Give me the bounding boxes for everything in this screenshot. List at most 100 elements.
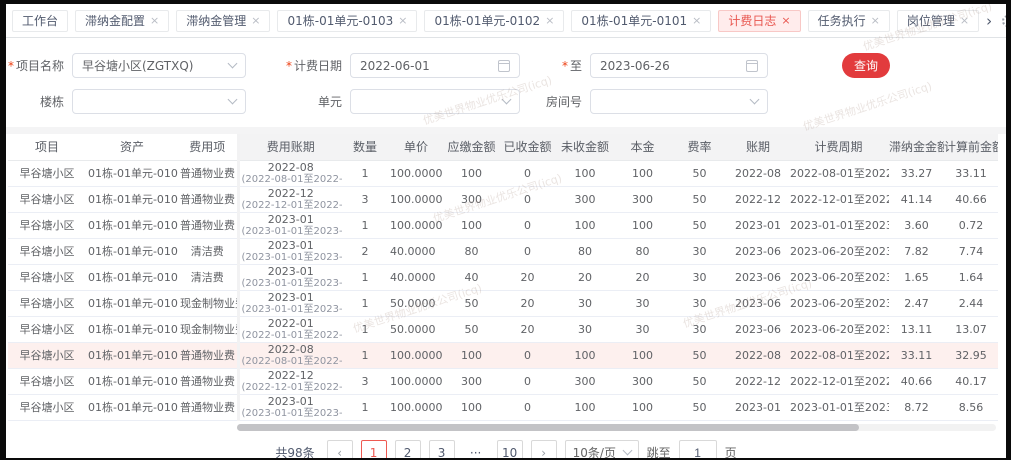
tab-label: 岗位管理 xyxy=(906,14,955,28)
cell-qty: 1 xyxy=(342,342,388,369)
billing-date-end-input[interactable]: 2023-06-26 xyxy=(590,53,768,78)
tab-close-icon[interactable]: × xyxy=(251,14,261,27)
tab-close-icon[interactable]: × xyxy=(781,14,791,27)
building-label: 楼栋 xyxy=(39,95,64,109)
cell-project: 早谷塘小区 xyxy=(8,368,86,395)
table-row[interactable]: 早谷塘小区 01栋-01单元-0101 普通物业费 2023-01 (2023-… xyxy=(8,212,998,239)
fee-period-range: (2023-01-01至2023-01-31) xyxy=(241,408,343,419)
cell-unit-price: 50.0000 xyxy=(388,290,444,317)
cell-pre-calc: 8.56 xyxy=(944,394,998,421)
next-page-button[interactable]: › xyxy=(530,439,557,460)
cell-received: 0 xyxy=(499,368,556,395)
tab-close-icon[interactable]: × xyxy=(398,14,408,27)
tab[interactable]: 岗位管理 × xyxy=(896,9,980,32)
page-number-button[interactable]: ··· xyxy=(462,439,489,460)
room-select[interactable] xyxy=(590,89,768,114)
cell-qty: 1 xyxy=(342,394,388,421)
cell-late-fee: 3.60 xyxy=(889,212,944,239)
cell-principal: 20 xyxy=(614,264,671,291)
page-number-button[interactable]: 10 xyxy=(496,439,523,460)
cell-billing-cycle: 2023-06-20至2023-06-24 xyxy=(788,316,889,343)
prev-page-button[interactable]: ‹ xyxy=(326,439,353,460)
table-row[interactable]: 早谷塘小区 01栋-01单元-0103 现金制物业费 2022-01 (2022… xyxy=(8,316,998,343)
cell-unreceived: 100 xyxy=(556,160,614,187)
horizontal-scrollbar-track[interactable] xyxy=(237,423,996,431)
tab-close-icon[interactable]: × xyxy=(150,14,160,27)
cell-fee-period: 2023-01 (2023-01-01至2023-01-31) xyxy=(236,212,342,239)
table-row[interactable]: 早谷塘小区 01栋-01单元-0101 普通物业费 2023-01 (2023-… xyxy=(8,394,998,421)
cell-asset: 01栋-01单元-0101 xyxy=(86,394,178,421)
search-button[interactable]: 查询 xyxy=(842,53,891,78)
billing-date-start-input[interactable]: 2022-06-01 xyxy=(350,53,520,78)
cell-amount-due: 300 xyxy=(444,186,499,213)
cell-amount-due: 80 xyxy=(444,238,499,265)
cell-rate: 50 xyxy=(671,394,728,421)
cell-rate: 30 xyxy=(671,290,728,317)
tab[interactable]: 滞纳金管理 × xyxy=(176,9,271,32)
tab-close-icon[interactable]: × xyxy=(545,14,555,27)
cell-asset: 01栋-01单元-0101 xyxy=(86,368,178,395)
cell-rate: 30 xyxy=(671,316,728,343)
table-row[interactable]: 早谷塘小区 01栋-01单元-0101 普通物业费 2022-08 (2022-… xyxy=(8,342,998,369)
tab[interactable]: 01栋-01单元-0102 × xyxy=(424,9,565,32)
tab[interactable]: 01栋-01单元-0103 × xyxy=(277,9,418,32)
cell-late-fee: 41.14 xyxy=(889,186,944,213)
header-rate: 费率 xyxy=(671,134,728,161)
page-size-select[interactable]: 10条/页 xyxy=(564,439,639,460)
table-row[interactable]: 早谷塘小区 01栋-01单元-0102 现金制物业费 2023-01 (2023… xyxy=(8,290,998,317)
cell-pre-calc: 40.66 xyxy=(944,186,998,213)
cell-unit-price: 100.0000 xyxy=(388,394,444,421)
cell-rate: 50 xyxy=(671,212,728,239)
cell-amount-due: 100 xyxy=(444,212,499,239)
tab-close-icon[interactable]: × xyxy=(692,14,702,27)
building-select[interactable] xyxy=(72,89,246,114)
horizontal-scrollbar-thumb[interactable] xyxy=(237,423,860,431)
page-number-button[interactable]: 1 xyxy=(360,439,387,460)
cell-billing-cycle: 2023-01-01至2023-01-31 xyxy=(788,212,889,239)
page-size-value: 10条/页 xyxy=(572,446,616,460)
header-period: 账期 xyxy=(728,134,788,161)
cell-received: 0 xyxy=(499,212,556,239)
table-row[interactable]: 早谷塘小区 01栋-01单元-0101 普通物业费 2022-12 (2022-… xyxy=(8,186,998,213)
cell-unit-price: 40.0000 xyxy=(388,264,444,291)
fee-period-month: 2022-08 xyxy=(267,161,314,174)
cell-project: 早谷塘小区 xyxy=(8,316,86,343)
billing-date-label: * 计费日期 xyxy=(285,59,342,73)
cell-asset: 01栋-01单元-0101 xyxy=(86,186,178,213)
tab[interactable]: 任务执行 × xyxy=(807,9,890,32)
unit-label: 单元 xyxy=(317,95,342,109)
cell-principal: 100 xyxy=(614,212,671,239)
tab-bar: 工作台 滞纳金配置 × 滞纳金管理 × 01栋-01单元-0103 × 01栋-… xyxy=(6,4,1011,38)
tab[interactable]: 工作台 xyxy=(12,9,69,32)
chevron-down-icon xyxy=(622,445,633,456)
fee-period-month: 2023-01 xyxy=(267,291,314,304)
cell-fee-period: 2022-08 (2022-08-01至2022-08-31) xyxy=(236,160,342,187)
page-number-button[interactable]: 2 xyxy=(394,439,421,460)
project-select[interactable]: 早谷塘小区(ZGTXQ) xyxy=(72,53,246,78)
cell-unreceived: 20 xyxy=(556,264,614,291)
table-row[interactable]: 早谷塘小区 01栋-01单元-0102 清洁费 2023-01 (2023-01… xyxy=(8,264,998,291)
cell-period: 2023-06 xyxy=(728,238,788,265)
cell-rate: 50 xyxy=(671,342,728,369)
cell-fee-item: 现金制物业费 xyxy=(178,290,238,317)
page-number-button[interactable]: 3 xyxy=(428,439,455,460)
table-header-row: 项目 资产 费用项 费用账期 数量 单价 应缴金额 已收金额 未收金额 本金 费… xyxy=(8,134,998,161)
jump-page-input[interactable] xyxy=(678,439,717,460)
unit-select[interactable] xyxy=(350,89,520,114)
tab-close-icon[interactable]: × xyxy=(959,14,970,27)
cell-unit-price: 100.0000 xyxy=(388,212,444,239)
chevron-right-icon[interactable]: › xyxy=(986,11,993,30)
tab-close-icon[interactable]: × xyxy=(870,14,880,27)
header-pre-calc: 计算前金额 xyxy=(944,134,998,161)
table-row[interactable]: 早谷塘小区 01栋-01单元-0101 普通物业费 2022-08 (2022-… xyxy=(8,160,998,187)
cell-principal: 100 xyxy=(614,160,671,187)
tab[interactable]: 计费日志 × xyxy=(718,9,801,32)
cell-qty: 1 xyxy=(342,316,388,343)
tab[interactable]: 01栋-01单元-0101 × xyxy=(571,9,712,32)
tab[interactable]: 滞纳金配置 × xyxy=(75,9,170,32)
cell-qty: 1 xyxy=(342,290,388,317)
fee-period-month: 2022-08 xyxy=(267,343,314,356)
cell-rate: 50 xyxy=(671,160,728,187)
table-row[interactable]: 早谷塘小区 01栋-01单元-0101 普通物业费 2022-12 (2022-… xyxy=(8,368,998,395)
table-row[interactable]: 早谷塘小区 01栋-01单元-0101 清洁费 2023-01 (2023-01… xyxy=(8,238,998,265)
